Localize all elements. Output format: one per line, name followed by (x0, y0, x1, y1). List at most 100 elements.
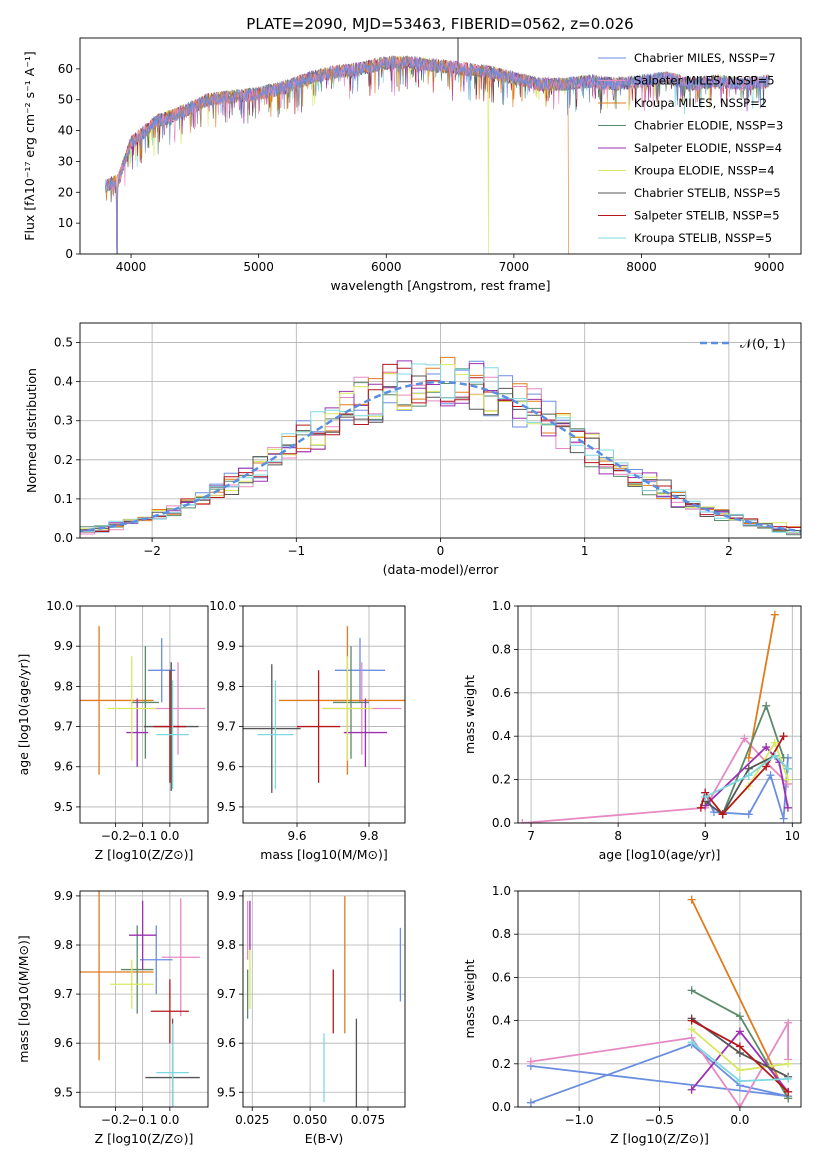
x-tick-label: 2 (725, 544, 733, 558)
weight-marker (687, 1025, 696, 1034)
y-tick-label: 9.7 (217, 987, 236, 1001)
panel-8: −1.0 −0.5 0.0 0.0 0.2 0.4 0.6 0.8 1.0 Z [log10(Z/… (462, 884, 802, 1146)
y-axis-label: mass weight (462, 675, 477, 754)
legend: 𝒩(0, 1) (700, 336, 786, 351)
legend-label-9: Kroupa STELIB, NSSP=5 (634, 231, 772, 245)
weight-marker (783, 775, 792, 784)
weight-marker (779, 732, 788, 741)
x-tick-label: −1.0 (565, 1113, 594, 1127)
x-tick-label: 7000 (499, 260, 530, 274)
x-tick-label: 0.0 (160, 1113, 179, 1127)
x-axis-label: Z [log10(Z/Z⊙)] (610, 1131, 709, 1146)
weight-marker (784, 1074, 793, 1083)
plot-area (243, 626, 405, 793)
x-tick-label: −0.2 (101, 1113, 130, 1127)
plot-area (80, 626, 206, 791)
legend-label-6: Kroupa ELODIE, NSSP=4 (634, 164, 775, 178)
x-tick-label: 7 (527, 829, 535, 843)
x-axis-label: age [log10(age/yr)] (599, 847, 721, 862)
y-tick-label: 0.4 (492, 1014, 511, 1028)
panel-6: −0.2−0.1 0.0 9.5 9.6 9.7 9.8 9.9 Z [log10(Z/Z⊙)… (16, 889, 209, 1146)
x-tick-label: 9.8 (359, 829, 378, 843)
plot-area (80, 356, 801, 537)
y-tick-label: 0.0 (492, 1100, 511, 1114)
y-tick-label: 0.8 (492, 642, 511, 656)
x-tick-label: −0.5 (645, 1113, 674, 1127)
weight-marker (735, 1066, 744, 1075)
weight-marker (709, 808, 718, 817)
y-axis-label: Normed distribution (24, 368, 39, 493)
x-axis-label: Z [log10(Z/Z⊙)] (95, 1131, 194, 1146)
axes-frame (242, 605, 406, 824)
y-tick-label: 9.6 (217, 760, 236, 774)
y-tick-label: 0.6 (492, 970, 511, 984)
x-tick-label: 0.0 (160, 829, 179, 843)
plot-area (518, 610, 792, 823)
plot-area (246, 895, 402, 1107)
legend-label-7: Chabrier STELIB, NSSP=5 (634, 186, 781, 200)
x-tick-label: 10 (785, 829, 800, 843)
legend-label-2: Salpeter MILES, NSSP=5 (634, 74, 775, 88)
panel-5: 7 8 9 10 0.0 0.2 0.4 0.6 0.8 1.0 age [log10(age/yr… (462, 599, 802, 862)
x-tick-label: −0.2 (101, 829, 130, 843)
figure-title: PLATE=2090, MJD=53463, FIBERID=0562, z=0… (246, 15, 633, 33)
plot-area (526, 895, 793, 1107)
x-tick-label: 4000 (116, 260, 147, 274)
y-tick-label: 9.8 (54, 679, 73, 693)
y-tick-label: 9.8 (217, 938, 236, 952)
legend: Chabrier MILES, NSSP=7 Salpeter MILES, NS… (598, 51, 783, 245)
x-tick-label: 0.050 (293, 1113, 327, 1127)
y-tick-label: 9.6 (217, 1036, 236, 1050)
weight-marker (762, 762, 771, 771)
normal-curve (80, 380, 801, 533)
y-tick-label: 0.4 (492, 729, 511, 743)
panel-7: 0.025 0.050 0.075 9.5 9.6 9.7 9.8 9.9 E(B-V) (217, 889, 406, 1146)
y-tick-label: 9.9 (217, 639, 236, 653)
spectrum-series-1 (105, 55, 770, 254)
y-tick-label: 9.5 (54, 800, 73, 814)
weight-marker (687, 1085, 696, 1094)
y-tick-label: 9.6 (54, 1036, 73, 1050)
weight-marker (735, 1027, 744, 1036)
y-tick-label: 9.9 (217, 889, 236, 903)
y-tick-label: 0.1 (54, 492, 73, 506)
y-tick-label: 0.0 (54, 531, 73, 545)
weight-marker (735, 1077, 744, 1086)
weight-marker (770, 751, 779, 760)
weight-marker (718, 810, 727, 819)
y-tick-label: 20 (58, 185, 73, 199)
x-tick-label: −1 (287, 544, 305, 558)
weight-marker (784, 1018, 793, 1027)
weight-marker (696, 803, 705, 812)
y-tick-label: 9.9 (54, 639, 73, 653)
panel-1: 4000 5000 6000 7000 8000 9000 0 10 20 30 40 50 60 wav… (22, 37, 802, 293)
axes-frame (79, 37, 802, 255)
weight-line-3 (747, 614, 776, 759)
x-tick-label: 1 (581, 544, 589, 558)
weight-marker (687, 1038, 696, 1047)
x-tick-label: 9 (701, 829, 709, 843)
weight-marker (740, 734, 749, 743)
y-axis-label: mass [log10(M/M⊙)] (16, 935, 31, 1063)
x-tick-label: −0.1 (128, 1113, 157, 1127)
y-tick-label: 0.5 (54, 336, 73, 350)
y-tick-label: 10.0 (209, 599, 236, 613)
weight-marker (770, 610, 779, 619)
legend-label-1: Chabrier MILES, NSSP=7 (634, 51, 776, 65)
y-tick-label: 0.4 (54, 375, 73, 389)
y-tick-label: 10 (58, 216, 73, 230)
y-tick-label: 0.2 (492, 1057, 511, 1071)
weight-marker (526, 1098, 535, 1107)
x-tick-label: 8 (614, 829, 622, 843)
weight-marker (783, 803, 792, 812)
weight-line-9 (704, 754, 789, 798)
legend-label-8: Salpeter STELIB, NSSP=5 (634, 209, 780, 223)
y-tick-label: 0.3 (54, 414, 73, 428)
y-tick-label: 30 (58, 154, 73, 168)
x-axis-label: E(B-V) (305, 1131, 344, 1146)
y-tick-label: 10.0 (46, 599, 73, 613)
y-tick-label: 1.0 (492, 599, 511, 613)
weight-marker (518, 819, 527, 823)
weight-marker (687, 895, 696, 904)
